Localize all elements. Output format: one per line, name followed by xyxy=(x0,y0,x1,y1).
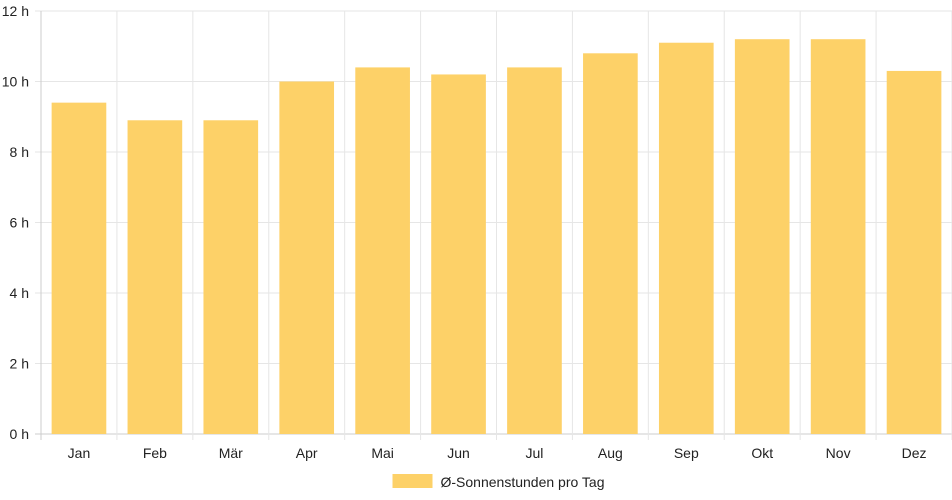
bar-jun[interactable] xyxy=(431,74,486,434)
bar-feb[interactable] xyxy=(127,120,183,435)
bar-sep[interactable] xyxy=(658,42,714,434)
x-tick-label: Apr xyxy=(296,445,318,461)
y-tick-label: 2 h xyxy=(10,356,29,372)
x-tick-label: Mai xyxy=(371,445,394,461)
bar-mär[interactable] xyxy=(203,120,259,435)
y-tick-label: 4 h xyxy=(10,285,29,301)
legend-label: Ø-Sonnenstunden pro Tag xyxy=(441,474,605,490)
bar-jul[interactable] xyxy=(507,67,562,435)
x-tick-label: Dez xyxy=(902,445,927,461)
bar-aug[interactable] xyxy=(583,53,638,435)
x-tick-label: Mär xyxy=(219,445,243,461)
legend-swatch[interactable] xyxy=(392,474,433,488)
bar-okt[interactable] xyxy=(734,39,790,434)
x-tick-label: Feb xyxy=(143,445,167,461)
bar-mai[interactable] xyxy=(355,67,410,435)
x-tick-label: Okt xyxy=(751,445,773,461)
y-tick-label: 0 h xyxy=(10,426,29,442)
bar-jan[interactable] xyxy=(51,102,107,435)
axes: 0 h 2 h 4 h 6 h 8 h 10 h 12 h Jan Feb Mär Apr Mai Ju… xyxy=(2,3,927,461)
y-tick-label: 6 h xyxy=(10,215,29,231)
x-tick-label: Nov xyxy=(826,445,851,461)
x-tick-label: Jul xyxy=(526,445,544,461)
bar-dez[interactable] xyxy=(886,70,942,435)
y-tick-label: 10 h xyxy=(2,74,29,90)
bar-nov[interactable] xyxy=(810,39,866,434)
y-tick-label: 12 h xyxy=(2,3,29,19)
bars xyxy=(51,39,942,435)
bar-apr[interactable] xyxy=(279,81,335,435)
grid-lines xyxy=(35,10,952,440)
y-tick-label: 8 h xyxy=(10,144,29,160)
x-tick-label: Jun xyxy=(447,445,470,461)
legend[interactable]: Ø-Sonnenstunden pro Tag xyxy=(392,474,605,490)
x-tick-label: Aug xyxy=(598,445,623,461)
x-tick-label: Jan xyxy=(68,445,91,461)
x-tick-label: Sep xyxy=(674,445,699,461)
